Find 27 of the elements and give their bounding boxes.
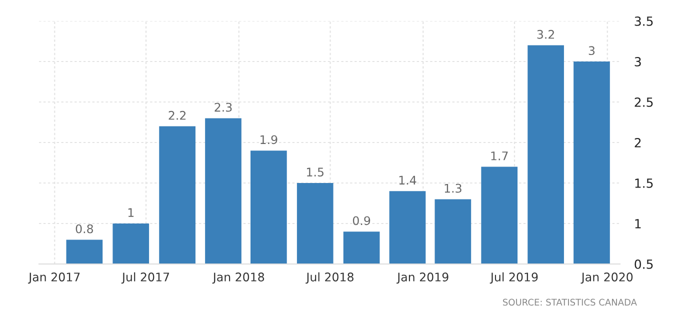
x-tick-label: Jan 2018: [212, 272, 264, 284]
data-label: 2.3: [214, 102, 232, 112]
y-tick-label: 2: [634, 138, 641, 148]
data-label: 1.9: [260, 135, 278, 144]
y-tick-label: 3.5: [634, 16, 653, 26]
y-tick-label: 2.5: [634, 97, 653, 107]
data-label: 2.2: [168, 110, 186, 120]
data-label: 1.4: [399, 176, 416, 184]
data-label: 0.8: [76, 224, 94, 234]
source-note: SOURCE: STATISTICS CANADA: [503, 298, 637, 306]
y-tick-label: 3: [634, 56, 641, 66]
data-label: 1.7: [491, 152, 508, 160]
data-label: 3.2: [537, 30, 554, 39]
x-tick-label: Jul 2018: [306, 272, 354, 284]
x-tick-label: Jan 2020: [580, 272, 633, 284]
data-label: 1: [128, 208, 134, 217]
y-tick-label: 1: [635, 219, 641, 228]
data-label: 3: [588, 46, 595, 56]
data-label: 1.3: [444, 184, 462, 193]
y-tick-label: 0.5: [634, 259, 653, 269]
x-tick-label: Jul 2017: [121, 272, 170, 284]
data-label: 1.5: [307, 168, 324, 177]
y-tick-label: 1.5: [635, 178, 653, 188]
x-tick-label: Jan 2017: [28, 272, 80, 284]
x-tick-label: Jul 2019: [490, 272, 538, 284]
x-tick-label: Jan 2019: [396, 272, 448, 284]
data-label: 0.9: [352, 216, 370, 226]
